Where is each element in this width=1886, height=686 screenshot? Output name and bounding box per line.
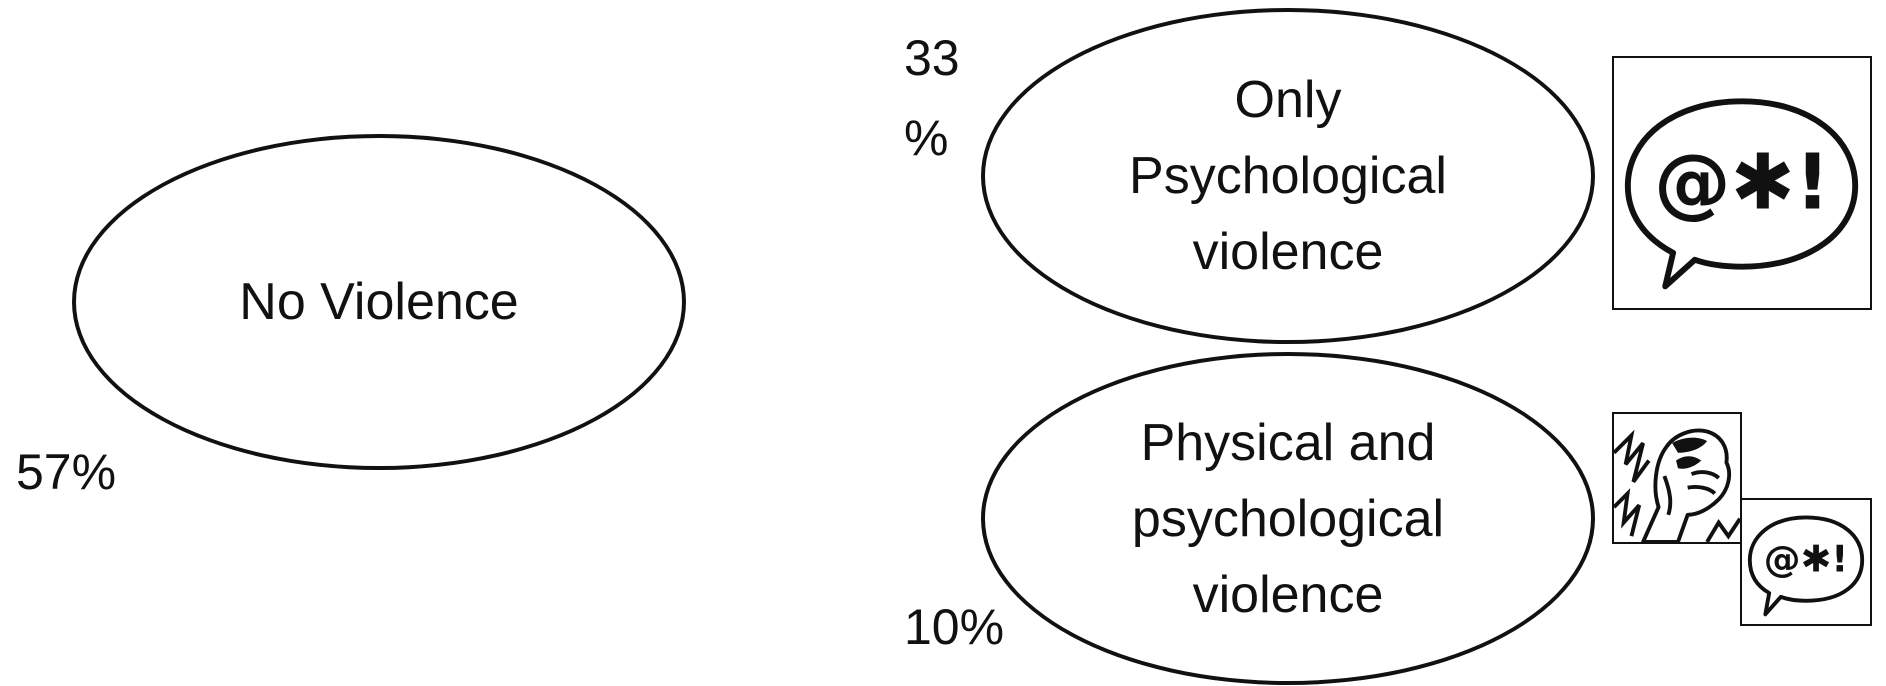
physical-and-psychological-label: Physical and psychological violence [1132,405,1444,633]
physical-and-psychological-label-line-3: violence [1192,565,1384,624]
only-psychological-percent-line-1: 33 [904,30,960,86]
small-speech-bubble-symbols: @✱! [1764,538,1848,581]
raised-fist-icon [1612,412,1742,544]
physical-and-psychological-label-line-2: psychological [1131,489,1445,548]
only-psychological-percent: 33 % [904,18,960,178]
only-psychological-label: Only Psychological violence [1129,62,1447,290]
no-violence-ellipse: No Violence [72,134,686,470]
physical-and-psychological-ellipse: Physical and psychological violence [981,352,1595,685]
no-violence-percent: 57% [16,444,117,500]
physical-and-psychological-label-line-1: Physical and [1140,413,1436,472]
only-psychological-label-line-2: Psychological [1129,147,1447,205]
small-cursing-speech-bubble-icon: @✱! [1740,498,1872,626]
cursing-speech-bubble-icon: @✱! [1612,56,1872,310]
only-psychological-label-line-3: violence [1192,223,1384,281]
physical-and-psychological-percent: 10% [904,599,1005,655]
only-psychological-label-line-1: Only [1234,71,1342,129]
only-psychological-percent-line-2: % [904,110,949,166]
no-violence-label: No Violence [239,273,519,331]
speech-bubble-symbols: @✱! [1654,139,1830,228]
only-psychological-ellipse: Only Psychological violence [981,8,1595,344]
